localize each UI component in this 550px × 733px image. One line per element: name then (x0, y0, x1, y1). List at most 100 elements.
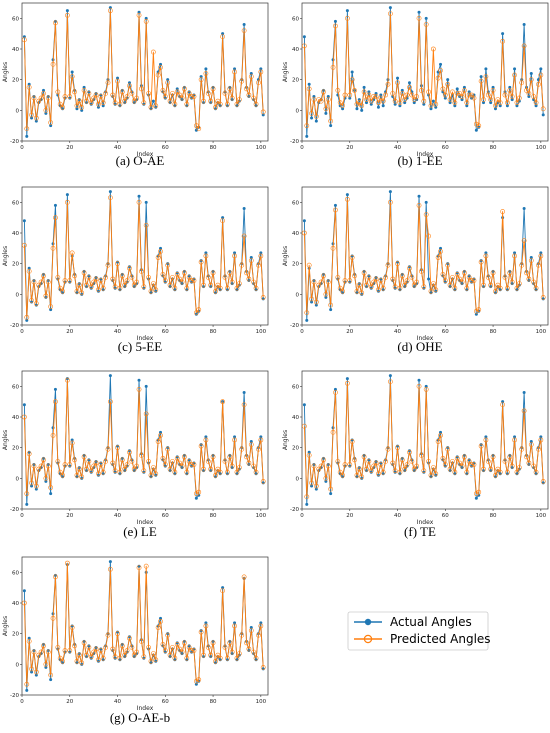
series-actual-point (149, 107, 153, 111)
series-actual-point (175, 455, 179, 459)
series-actual-point (202, 285, 206, 289)
series-predicted-point (69, 250, 75, 256)
series-actual-point (491, 453, 495, 457)
series-actual-point (360, 476, 364, 480)
series-actual-point (228, 85, 232, 89)
series-actual-point (474, 312, 478, 316)
series-predicted-point (134, 95, 140, 101)
x-tick-label: 80 (490, 513, 497, 519)
series-predicted-point (84, 466, 89, 472)
series-predicted-point (232, 623, 237, 629)
series-predicted-point (316, 97, 322, 102)
series-predicted-point (158, 619, 163, 624)
series-predicted-point (454, 271, 460, 277)
series-predicted-line (23, 562, 264, 685)
series-actual-point (398, 104, 402, 108)
x-axis-label: Index (417, 335, 434, 342)
series-predicted-point (100, 100, 106, 106)
series-actual-point (218, 288, 222, 292)
series-predicted-point (229, 279, 235, 285)
series-actual-point (149, 291, 153, 295)
series-predicted-point (112, 100, 118, 106)
series-predicted-point (507, 270, 513, 276)
series-actual-point (467, 458, 471, 462)
series-predicted-point (208, 98, 214, 104)
series-predicted-point (57, 655, 63, 661)
series-actual-point (27, 82, 31, 86)
series-predicted-point (60, 288, 65, 294)
series-actual-point (429, 475, 433, 479)
series-actual-point (235, 472, 239, 476)
series-actual-point (235, 104, 239, 108)
series-actual-point (312, 463, 316, 467)
series-predicted-point (153, 657, 159, 663)
series-actual-point (396, 260, 400, 264)
series-actual-point (501, 400, 505, 404)
series-actual-point (49, 678, 53, 682)
series-predicted-point (330, 245, 336, 251)
series-actual-point (345, 9, 349, 13)
series-predicted-point (134, 463, 140, 469)
series-predicted-point (79, 660, 85, 666)
series-actual-point (398, 288, 402, 292)
series-predicted-point (146, 91, 151, 96)
series-predicted-point (31, 463, 37, 469)
series-actual-point (65, 9, 69, 13)
series-actual-point (77, 282, 81, 286)
series-predicted-point (134, 649, 140, 655)
series-actual-point (211, 453, 215, 457)
series-predicted-point (304, 123, 310, 129)
series-predicted-point (213, 104, 218, 110)
series-actual-point (479, 75, 483, 79)
x-tick-label: 80 (490, 145, 497, 151)
series-actual-point (94, 275, 98, 279)
series-predicted-point (115, 445, 120, 451)
series-predicted-point (167, 282, 173, 288)
x-tick-label: 20 (346, 145, 353, 151)
series-predicted-point (62, 462, 68, 467)
series-predicted-point (497, 469, 503, 475)
series-predicted-point (191, 462, 197, 467)
y-tick-label: 20 (292, 262, 299, 268)
series-actual-point (489, 101, 493, 105)
series-actual-point (505, 288, 509, 292)
series-predicted-point (33, 301, 39, 306)
series-predicted-point (509, 94, 515, 99)
series-actual-point (34, 673, 38, 677)
series-predicted-point (524, 454, 529, 460)
series-predicted-point (421, 284, 427, 290)
series-actual-point (355, 475, 359, 479)
series-predicted-point (234, 285, 240, 291)
y-axis-label: Angles (2, 616, 9, 636)
series-actual-point (329, 308, 333, 312)
series-predicted-point (33, 669, 39, 675)
series-actual-point (534, 472, 538, 476)
series-actual-point (218, 472, 222, 476)
series-predicted-point (72, 457, 77, 463)
series-predicted-point (337, 285, 343, 291)
series-predicted-point (57, 285, 63, 291)
series-actual-point (374, 459, 378, 463)
series-actual-point (376, 105, 380, 109)
series-actual-point (163, 650, 167, 654)
series-actual-point (247, 463, 251, 467)
series-predicted-point (502, 92, 508, 98)
x-tick-label: 20 (66, 145, 73, 151)
series-actual-point (529, 72, 533, 76)
series-predicted-point (442, 92, 448, 98)
series-actual-point (68, 464, 72, 468)
series-predicted-point (170, 275, 175, 280)
series-predicted-point (258, 623, 264, 629)
series-predicted-point (196, 126, 202, 132)
series-predicted-point (177, 276, 183, 282)
series-actual-point (142, 656, 146, 660)
series-predicted-point (476, 489, 482, 495)
series-predicted-point (103, 645, 108, 650)
series-predicted-point (174, 455, 180, 461)
series-actual-point (381, 472, 385, 476)
series-predicted-point (407, 449, 412, 455)
series-predicted-point (538, 72, 544, 78)
series-predicted-point (258, 437, 264, 443)
series-actual-point (422, 470, 426, 474)
series-actual-point (80, 662, 84, 666)
